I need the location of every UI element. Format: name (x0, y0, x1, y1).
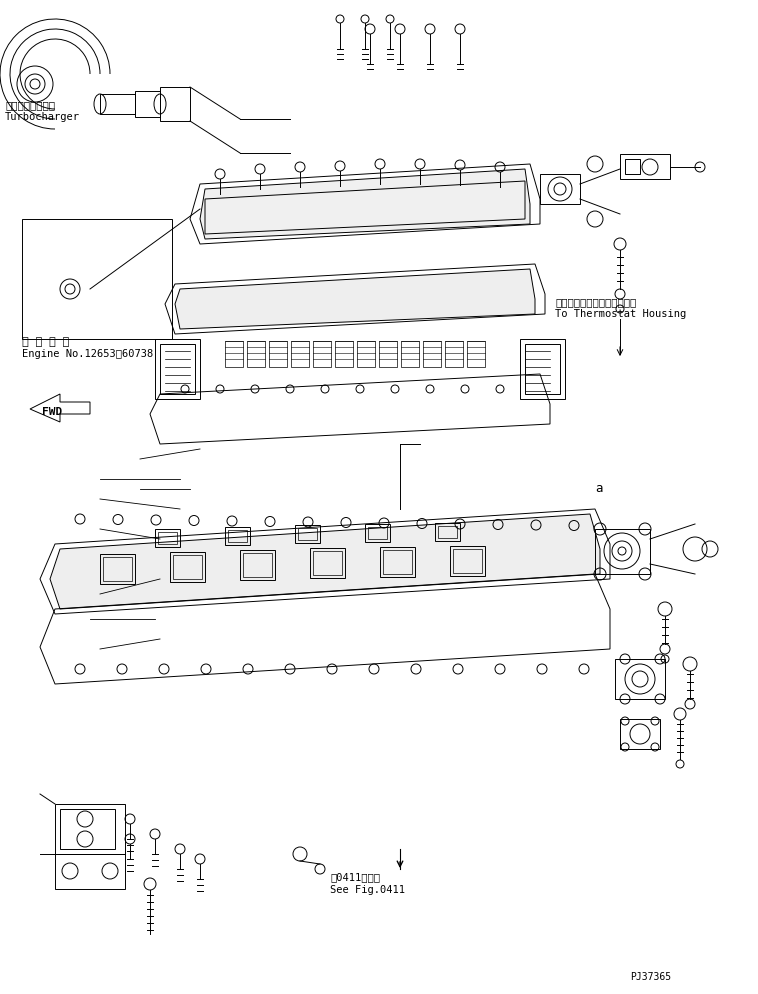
Bar (160, 345, 195, 395)
Text: a: a (595, 481, 603, 494)
Bar (615, 659, 665, 700)
Bar (247, 342, 265, 368)
Bar (313, 342, 331, 368)
Bar (595, 530, 650, 575)
Bar (240, 551, 275, 580)
Text: To Thermostat Housing: To Thermostat Housing (555, 309, 686, 319)
Bar (295, 526, 320, 544)
Bar (520, 340, 565, 400)
Bar (103, 558, 132, 581)
Bar (55, 804, 125, 854)
Bar (155, 530, 180, 548)
Bar (100, 555, 135, 584)
Bar (525, 345, 560, 395)
Text: Turbocharger: Turbocharger (5, 112, 80, 122)
Bar (22, 220, 172, 340)
Bar (291, 342, 309, 368)
Text: FWD: FWD (42, 407, 62, 416)
Bar (100, 94, 135, 115)
Bar (135, 91, 160, 118)
Text: ターボチャージャ: ターボチャージャ (5, 100, 55, 110)
Bar (438, 527, 457, 539)
Text: 適 用 号 機: 適 用 号 機 (22, 337, 69, 347)
Bar (435, 524, 460, 542)
Bar (225, 342, 243, 368)
Polygon shape (175, 269, 535, 330)
Polygon shape (50, 515, 600, 609)
Bar (298, 529, 317, 541)
Bar (540, 175, 580, 205)
Bar (60, 809, 115, 849)
Bar (357, 342, 375, 368)
Bar (155, 340, 200, 400)
Bar (269, 342, 287, 368)
Bar (401, 342, 419, 368)
Bar (313, 552, 342, 576)
Bar (173, 556, 202, 580)
Bar (380, 548, 415, 578)
Bar (160, 87, 190, 122)
Bar (365, 525, 390, 543)
Bar (368, 528, 387, 540)
Bar (445, 342, 463, 368)
Bar (450, 547, 485, 577)
Bar (383, 551, 412, 575)
Bar (467, 342, 485, 368)
Polygon shape (200, 170, 530, 240)
Bar (310, 549, 345, 579)
Text: See Fig.0411: See Fig.0411 (330, 884, 405, 894)
Bar (423, 342, 441, 368)
Text: PJ37365: PJ37365 (630, 971, 671, 981)
Text: 第0411図参照: 第0411図参照 (330, 871, 380, 881)
Bar (228, 531, 247, 543)
Text: サーモスタットハウジングへ: サーモスタットハウジングへ (555, 296, 636, 307)
Bar (620, 155, 670, 180)
Bar (225, 528, 250, 546)
Bar (170, 553, 205, 582)
Bar (625, 160, 640, 175)
Bar (453, 550, 482, 574)
Polygon shape (30, 395, 90, 422)
Text: Engine No.12653～60738: Engine No.12653～60738 (22, 349, 153, 359)
Bar (335, 342, 353, 368)
Bar (158, 533, 177, 545)
Bar (620, 720, 660, 749)
Bar (243, 554, 272, 578)
Bar (379, 342, 397, 368)
